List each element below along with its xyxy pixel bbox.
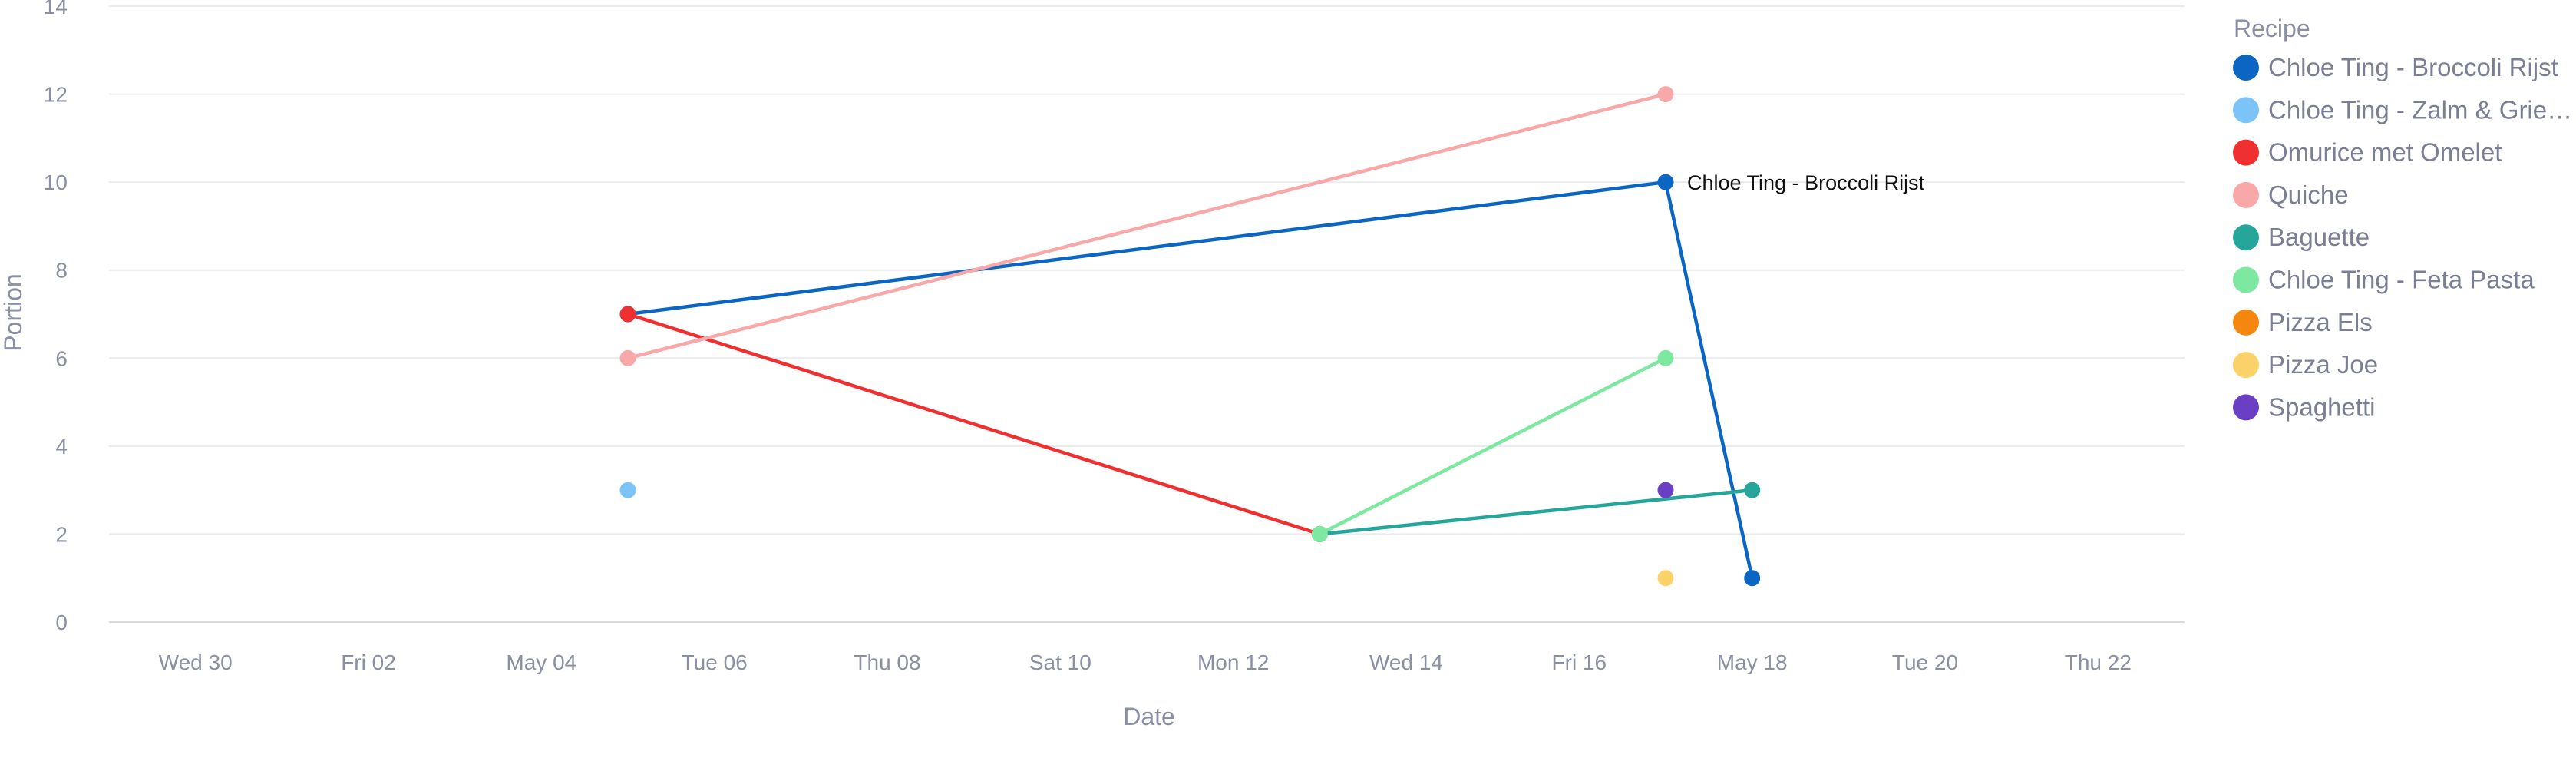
x-axis-title: Date [1123, 703, 1175, 730]
legend-swatch-4 [2233, 224, 2259, 251]
y-tick-label: 4 [55, 435, 68, 458]
series-line-2 [627, 312, 1320, 536]
legend-item-label[interactable]: Pizza Joe [2268, 350, 2378, 379]
x-tick-label: Thu 22 [2065, 650, 2132, 674]
series-points [619, 86, 1761, 587]
x-tick-label: Fri 16 [1552, 650, 1607, 674]
legend-item-label[interactable]: Chloe Ting - Zalm & Grie… [2268, 95, 2572, 124]
series-line-5 [1319, 356, 1667, 536]
legend: Recipe Chloe Ting - Broccoli RijstChloe … [2233, 15, 2572, 421]
legend-title: Recipe [2234, 15, 2310, 42]
x-tick-label: Mon 12 [1197, 650, 1269, 674]
legend-swatch-0 [2233, 55, 2259, 81]
y-tick-label: 2 [55, 522, 68, 546]
series-line-0 [627, 180, 1754, 579]
data-point-2[interactable] [619, 306, 636, 323]
legend-item-label[interactable]: Chloe Ting - Broccoli Rijst [2268, 53, 2558, 81]
legend-item-label[interactable]: Chloe Ting - Feta Pasta [2268, 266, 2535, 294]
legend-swatch-7 [2233, 352, 2259, 379]
x-tick-label: Thu 08 [854, 650, 920, 674]
annotations: Chloe Ting - Broccoli Rijst [1687, 171, 1925, 194]
x-tick-label: Fri 02 [341, 650, 396, 674]
legend-swatch-3 [2233, 181, 2259, 208]
y-tick-label: 10 [44, 170, 68, 194]
legend-item-label[interactable]: Spaghetti [2268, 392, 2375, 421]
x-tick-label: May 04 [506, 650, 576, 674]
data-point-8[interactable] [1657, 482, 1674, 498]
y-tick-label: 14 [44, 0, 68, 18]
x-tick-label: Tue 06 [682, 650, 748, 674]
legend-item-label[interactable]: Baguette [2268, 223, 2370, 251]
data-point-3[interactable] [1657, 86, 1674, 103]
y-tick-label: 6 [55, 346, 68, 370]
x-tick-label: Wed 14 [1369, 650, 1443, 674]
legend-swatch-1 [2233, 97, 2259, 124]
data-point-4[interactable] [1744, 482, 1761, 498]
data-point-7[interactable] [1657, 570, 1674, 587]
annotation-label: Chloe Ting - Broccoli Rijst [1687, 171, 1925, 194]
y-axis-ticks: 0 2 4 6 8 10 12 14 [44, 0, 68, 634]
data-point-0[interactable] [1657, 174, 1674, 190]
series-line-4 [1319, 488, 1752, 536]
legend-item-label[interactable]: Quiche [2268, 180, 2349, 209]
data-point-5[interactable] [1657, 349, 1674, 366]
x-tick-label: Sat 10 [1029, 650, 1091, 674]
series-lines [627, 92, 1754, 579]
x-tick-label: May 18 [1717, 650, 1788, 674]
data-point-0[interactable] [1744, 570, 1761, 587]
grid-lines [109, 5, 2185, 623]
legend-swatch-8 [2233, 394, 2259, 421]
x-axis-ticks: Wed 30 Fri 02 May 04 Tue 06 Thu 08 Sat 10 Mon … [159, 650, 2132, 674]
legend-swatch-5 [2233, 266, 2259, 293]
x-tick-label: Tue 20 [1892, 650, 1958, 674]
legend-item-label[interactable]: Pizza Els [2268, 308, 2373, 336]
legend-swatch-6 [2233, 309, 2259, 336]
series-line-3 [627, 92, 1666, 360]
y-tick-label: 12 [44, 83, 68, 107]
legend-items: Chloe Ting - Broccoli Rijst Chloe Ting - … [2233, 53, 2572, 421]
y-tick-label: 8 [55, 259, 68, 283]
legend-item-label[interactable]: Omurice met Omelet [2268, 138, 2502, 167]
x-tick-label: Wed 30 [159, 650, 233, 674]
y-tick-label: 0 [55, 611, 68, 634]
data-point-1[interactable] [619, 482, 636, 498]
data-point-3[interactable] [619, 349, 636, 366]
data-point-5[interactable] [1311, 525, 1328, 542]
y-axis-title: Portion [0, 273, 27, 351]
legend-swatch-2 [2233, 139, 2259, 166]
